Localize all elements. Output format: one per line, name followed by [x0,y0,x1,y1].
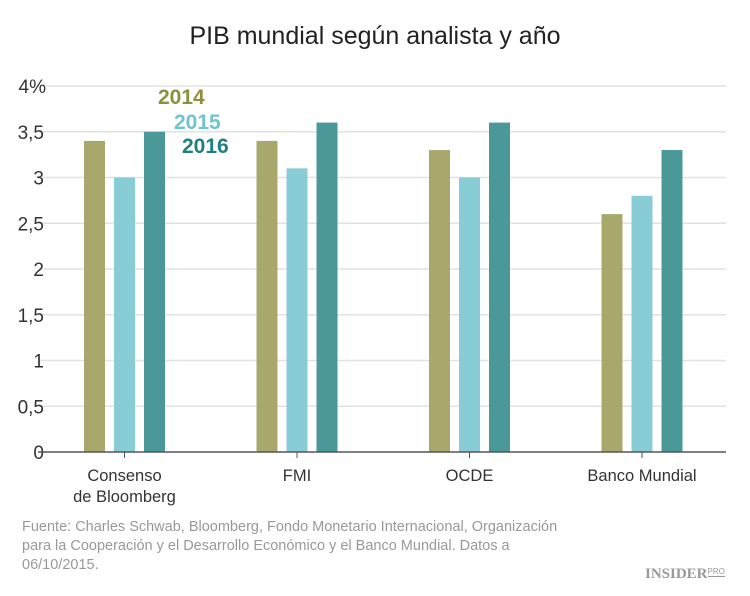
y-tick-label: 3 [33,169,44,190]
bar-2014 [84,140,105,452]
y-tick-label: 2 [33,260,44,281]
legend-2014: 2014 [158,86,205,109]
x-tick-label: OCDE [446,467,494,485]
bar-2014 [601,214,623,452]
x-tick-label: de Bloomberg [73,488,176,506]
legend-2015: 2015 [174,111,221,134]
bar-2016 [316,122,338,452]
bar-2016 [144,131,165,452]
bar-2015 [286,168,308,452]
logo-text: INSIDER [645,566,708,582]
x-tick-label: Banco Mundial [587,467,696,485]
bar-2014 [256,140,278,452]
source-note: Fuente: Charles Schwab, Bloomberg, Fondo… [22,519,558,573]
bar-2016 [661,150,683,453]
bar-2015 [459,177,480,452]
bar-2016 [489,122,510,452]
x-tick-label: FMI [283,467,311,485]
x-tick-label: Consenso [87,467,161,485]
logo-sub: PRO [707,567,725,577]
insider-pro-logo: INSIDERPRO [645,566,725,583]
legend-2016: 2016 [182,135,229,158]
y-tick-label: 0 [33,443,44,464]
bar-2014 [429,150,450,453]
y-tick-label: 2,5 [18,214,44,235]
y-tick-label: 1 [33,352,44,373]
y-tick-label: 1,5 [18,306,44,327]
bar-2015 [114,177,135,452]
y-tick-label: 3,5 [18,123,44,144]
y-tick-label: 4% [19,77,47,98]
chart-title: PIB mundial según analista y año [189,22,561,50]
bar-2015 [631,195,653,453]
y-tick-label: 0,5 [18,397,44,418]
